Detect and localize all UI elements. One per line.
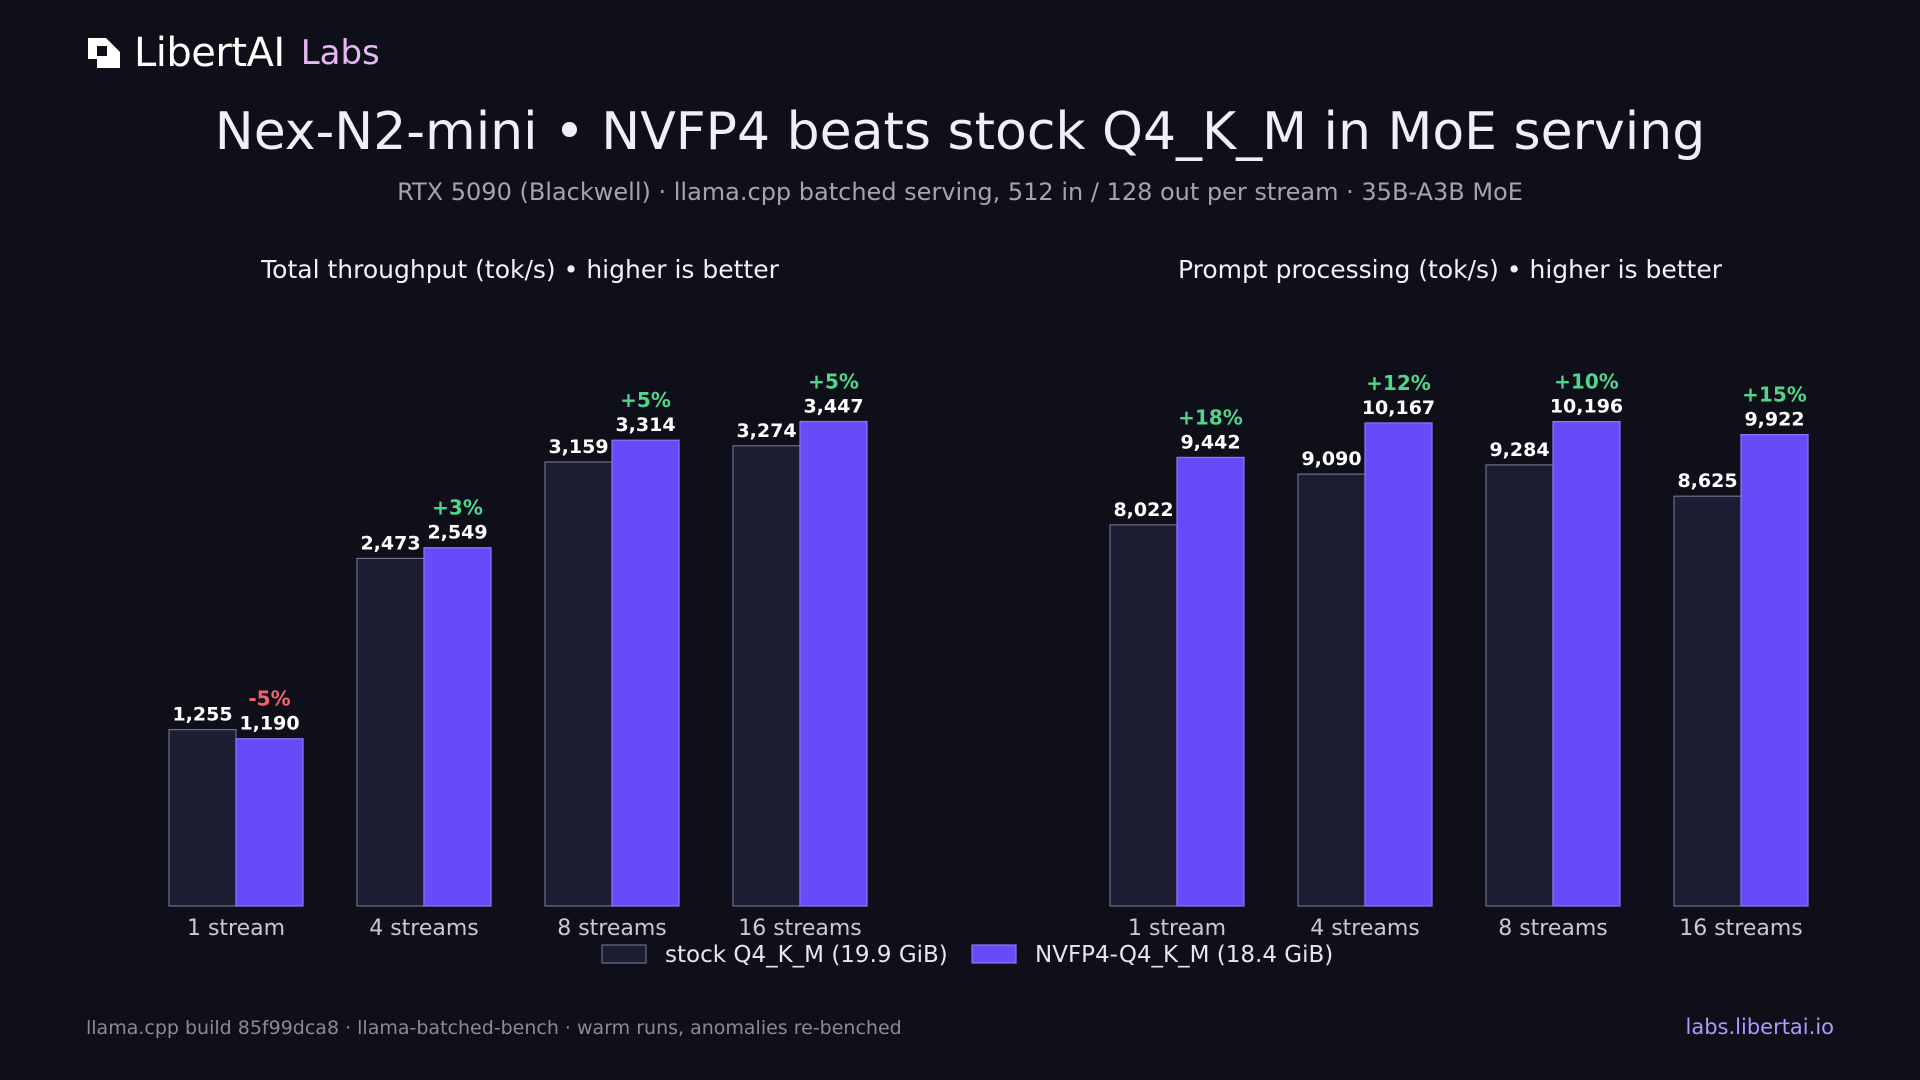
value-label-1-0-2: 9,284 (1489, 439, 1549, 461)
x-tick-0-1: 4 streams (369, 916, 479, 941)
delta-label-0-2: +5% (620, 388, 671, 412)
bar-nvfp4-1-2 (1552, 420, 1621, 907)
bar-nvfp4-1-3 (1740, 433, 1809, 907)
value-label-1-1-2: 10,196 (1550, 396, 1623, 418)
value-label-0-1-3: 3,447 (803, 396, 863, 418)
value-label-1-0-1: 9,090 (1301, 448, 1361, 470)
delta-label-1-1: +12% (1366, 371, 1431, 395)
delta-label-0-3: +5% (808, 370, 859, 394)
x-tick-1-2: 8 streams (1498, 916, 1608, 941)
bar-nvfp4-1-0 (1176, 456, 1245, 907)
brand-sub: Labs (300, 33, 380, 73)
delta-label-1-2: +10% (1554, 370, 1619, 394)
value-label-1-1-3: 9,922 (1744, 409, 1804, 431)
bar-stock-0-2 (544, 461, 613, 907)
bar-nvfp4-0-2 (611, 439, 680, 907)
value-label-1-1-1: 10,167 (1362, 397, 1435, 419)
x-tick-0-0: 1 stream (187, 916, 285, 941)
footer-note: llama.cpp build 85f99dca8 · llama-batche… (86, 1017, 902, 1039)
panel-title-0: Total throughput (tok/s) • higher is bet… (260, 255, 779, 284)
value-label-0-1-1: 2,549 (427, 522, 487, 544)
delta-label-1-0: +18% (1178, 405, 1243, 429)
bar-nvfp4-0-0 (235, 738, 304, 907)
value-label-0-0-3: 3,274 (736, 420, 796, 442)
bar-nvfp4-0-3 (799, 420, 868, 907)
bar-stock-1-3 (1673, 495, 1742, 907)
value-label-0-0-2: 3,159 (548, 436, 608, 458)
delta-label-0-1: +3% (432, 496, 483, 520)
delta-label-0-0: -5% (248, 687, 290, 711)
bar-stock-1-2 (1485, 464, 1554, 907)
x-tick-1-0: 1 stream (1128, 916, 1226, 941)
legend-swatch-1 (971, 944, 1017, 964)
legend-label-1: NVFP4-Q4_K_M (18.4 GiB) (1035, 942, 1333, 968)
bar-stock-0-0 (168, 729, 237, 907)
value-label-0-1-0: 1,190 (239, 713, 299, 735)
legend-swatch-0 (601, 944, 647, 964)
value-label-1-0-3: 8,625 (1677, 470, 1737, 492)
value-label-0-0-1: 2,473 (360, 532, 420, 554)
brand: LibertAI Labs (86, 30, 380, 76)
page-title: Nex-N2-mini • NVFP4 beats stock Q4_K_M i… (214, 102, 1706, 162)
footer-link[interactable]: labs.libertai.io (1685, 1015, 1835, 1039)
value-label-0-0-0: 1,255 (172, 704, 232, 726)
brand-name: LibertAI (134, 30, 285, 76)
panel-title-1: Prompt processing (tok/s) • higher is be… (1178, 255, 1723, 284)
libertai-logo-icon (88, 38, 120, 68)
legend-label-0: stock Q4_K_M (19.9 GiB) (665, 942, 948, 968)
x-tick-1-3: 16 streams (1679, 916, 1803, 941)
bar-stock-0-3 (732, 445, 801, 907)
bar-nvfp4-0-1 (423, 547, 492, 907)
x-tick-0-3: 16 streams (738, 916, 862, 941)
x-tick-0-2: 8 streams (557, 916, 667, 941)
value-label-0-1-2: 3,314 (615, 414, 675, 436)
bar-stock-1-1 (1297, 473, 1366, 907)
value-label-1-0-0: 8,022 (1113, 499, 1173, 521)
value-label-1-1-0: 9,442 (1180, 431, 1240, 453)
bar-stock-0-1 (356, 557, 425, 907)
bar-nvfp4-1-1 (1364, 422, 1433, 907)
bar-stock-1-0 (1109, 524, 1178, 907)
page-subtitle: RTX 5090 (Blackwell) · llama.cpp batched… (397, 178, 1523, 206)
x-tick-1-1: 4 streams (1310, 916, 1420, 941)
delta-label-1-3: +15% (1742, 383, 1807, 407)
